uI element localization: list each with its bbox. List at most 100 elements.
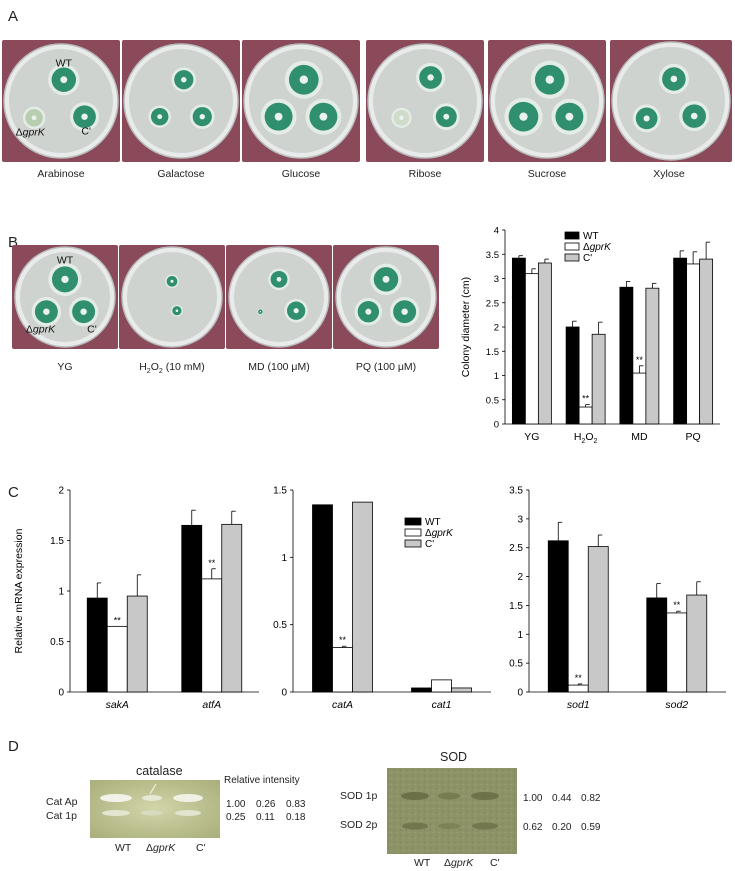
x-tick-label: atfA [202,699,221,711]
sod-1p-mutant: 0.44 [552,793,572,804]
plate-caption: Ribose [408,168,442,180]
y-tick-label: 2 [58,486,64,497]
plate-caption: MD (100 μM) [248,361,310,373]
significance-mark: ** [575,673,583,683]
bar [686,594,708,693]
y-tick-label: 1.5 [509,601,523,612]
colony-center [643,115,650,122]
bar [565,326,580,425]
label-mutant: ΔgprK [16,127,46,139]
plate-image [333,245,439,349]
y-tick-label: 1.5 [486,347,499,358]
plate-b-1 [119,245,225,349]
plate-b-2 [226,245,332,349]
x-tick-label: cat1 [432,699,452,711]
bar [221,523,243,693]
bar [619,286,634,425]
panel-c-letter: C [8,484,19,501]
colony-center [80,308,87,315]
colony-center [61,275,69,284]
legend-label: WT [583,231,599,242]
plate-arabinose: WT ΔgprK C' [2,40,120,162]
panel-b-letter: B [8,234,19,251]
band-label-sod-1p: SOD 1p [340,790,378,802]
plate-glucose [242,40,360,162]
plate-image: WT ΔgprK C' [2,40,120,162]
colony-diameter-chart: 0 0.5 1 1.5 2 2.5 3 3.5 4 Colony diameter (cm) YG *… [460,226,720,445]
y-tick-label: 1.5 [273,486,287,497]
y-tick-label: 0.5 [486,395,499,406]
plate-caption: Sucrose [527,168,567,180]
plate-image [122,40,240,162]
catalase-lane-wt: WT [115,842,132,854]
y-tick-label: 1 [281,553,287,564]
sod-2p-comp: 0.59 [581,822,601,833]
colony-center [259,311,262,313]
plate-caption: Galactose [157,168,205,180]
plate-caption: YG [57,361,73,373]
bar [578,406,593,425]
y-tick-label: 2.5 [509,543,523,554]
bar [567,684,589,693]
plate-image: WT ΔgprK C' [12,245,118,349]
bar [511,257,526,425]
sod-lane-mutant: ΔgprK [444,857,474,869]
relative-intensity-header: Relative intensity [224,775,300,786]
agar [234,252,324,342]
legend-label: ΔgprK [425,528,454,539]
y-tick-label: 3.5 [486,250,499,261]
y-tick-label: 3 [517,514,523,525]
bar [524,273,539,425]
bar [332,647,353,693]
y-tick-label: 1.5 [50,536,64,547]
bar [645,287,660,425]
colony-center [157,114,163,120]
bar [106,625,128,693]
colony-center [170,279,174,283]
legend-swatch [404,539,422,548]
y-tick-label: 2.5 [486,298,499,309]
significance-mark: ** [673,600,681,610]
y-tick-label: 0 [494,420,499,431]
bar [666,612,688,693]
cat-ap-wt: 1.00 [226,799,246,810]
bar [201,578,223,693]
x-tick-label: sod1 [567,699,590,711]
agar [127,252,217,342]
significance-mark: ** [114,615,122,625]
plate-sucrose [488,40,606,162]
y-tick-label: 2 [517,572,523,583]
x-tick-label: YG [524,431,539,443]
bar [646,597,668,693]
colony-center [401,308,408,315]
y-tick-label: 3.5 [509,486,523,497]
sod-lane-wt: WT [414,857,431,869]
colony-center [443,113,450,120]
plate-caption: H2O2 (10 mM) [139,361,205,376]
colony-center [175,309,179,313]
colony-center [276,276,282,282]
sod-2p-wt: 0.62 [523,822,543,833]
label-comp: C' [81,126,91,138]
significance-mark: ** [339,635,347,645]
plate-image [242,40,360,162]
bar [547,540,569,693]
colony-center [427,74,434,81]
y-tick-label: 1 [494,371,499,382]
colony-center [365,308,372,315]
significance-mark: ** [582,394,590,404]
plate-ribose [366,40,484,162]
cat-1p-wt: 0.25 [226,812,246,823]
plate-caption: Xylose [653,168,685,180]
label-wt: WT [56,57,73,69]
x-tick-label: sod2 [665,699,688,711]
colony-center [181,77,187,83]
significance-mark: ** [636,355,644,365]
y-axis-label: Relative mRNA expression [13,528,25,653]
legend-swatch [564,253,580,262]
y-tick-label: 3 [494,274,499,285]
colony-center [670,75,678,83]
bar [411,687,432,693]
plate-image [119,245,225,349]
bar [431,679,452,693]
